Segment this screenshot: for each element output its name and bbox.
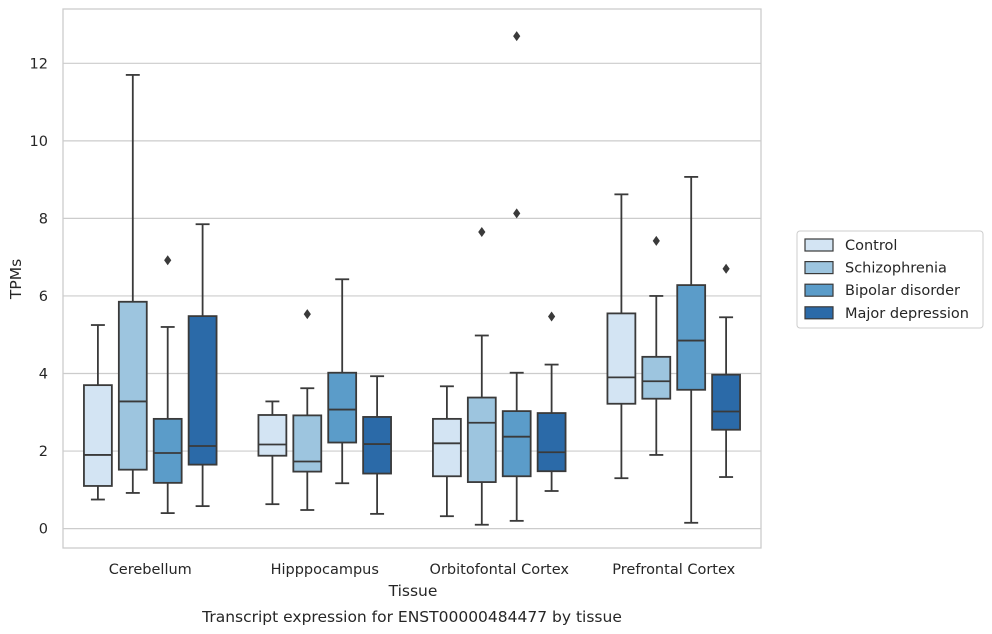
box-3-4: [676, 176, 707, 524]
legend-label: Control: [845, 238, 897, 254]
outlier-point: [478, 226, 486, 237]
legend-swatch: [804, 238, 834, 252]
box-body: [117, 300, 148, 471]
box-body: [676, 284, 707, 391]
chart-caption: Transcript expression for ENST0000048447…: [201, 608, 622, 626]
x-tick-label-4: Prefrontal Cortex: [612, 562, 735, 578]
y-tick-label-2: 2: [39, 444, 48, 460]
x-tick-label-1: Cerebellum: [109, 562, 192, 578]
box-2-3: [466, 226, 497, 526]
box-2-4: [641, 235, 672, 456]
outlier-point: [548, 311, 556, 322]
box-4-1: [187, 223, 218, 508]
legend-entry-2: Schizophrenia: [804, 261, 947, 277]
x-tick-label-3: Orbitofontal Cortex: [430, 562, 570, 578]
box-2-2: [292, 309, 323, 511]
box-body: [152, 417, 183, 484]
outlier-point: [513, 31, 521, 42]
outlier-point: [303, 309, 311, 320]
box-body: [187, 315, 218, 466]
box-body: [711, 373, 741, 431]
box-body: [362, 416, 392, 475]
box-body: [432, 417, 462, 478]
y-tick-label-8: 8: [39, 211, 48, 227]
y-tick-label-10: 10: [30, 134, 48, 150]
box-layer: [83, 31, 741, 526]
series-3-boxes: [152, 31, 707, 524]
box-2-1: [117, 74, 148, 494]
box-body: [327, 371, 358, 444]
y-tick-label-6: 6: [39, 289, 48, 305]
box-body: [606, 312, 637, 405]
y-axis-ticks: 0 2 4 6 8 10 12: [30, 56, 48, 537]
box-3-2: [327, 278, 358, 485]
box-3-1: [152, 255, 183, 515]
box-4-3: [536, 311, 567, 492]
legend-entry-3: Bipolar disorder: [804, 283, 960, 299]
legend-label: Schizophrenia: [845, 261, 947, 277]
legend-entry-1: Control: [804, 238, 897, 254]
y-tick-label-12: 12: [30, 56, 48, 72]
legend-label: Bipolar disorder: [845, 283, 960, 299]
box-3-3: [501, 31, 532, 522]
box-body: [641, 355, 672, 400]
series-4-boxes: [187, 223, 741, 515]
y-tick-label-4: 4: [39, 367, 48, 383]
box-1-2: [257, 400, 288, 506]
box-body: [501, 410, 532, 478]
plot-frame: [62, 8, 762, 549]
box-1-3: [432, 385, 462, 518]
box-body: [292, 414, 323, 473]
box-body: [83, 384, 113, 487]
legend-swatch: [804, 283, 834, 297]
y-axis-label: TPMs: [7, 259, 25, 300]
outlier-point: [513, 208, 521, 219]
box-1-4: [606, 193, 637, 480]
legend-entry-4: Major depression: [804, 306, 969, 322]
outlier-point: [722, 263, 730, 274]
box-body: [257, 414, 288, 457]
outlier-point: [164, 255, 172, 266]
legend-label: Major depression: [845, 306, 969, 322]
x-axis-ticks: Cerebellum Hipppocampus Orbitofontal Corte…: [109, 562, 736, 578]
series-1-boxes: [83, 193, 637, 518]
legend-swatch: [804, 306, 834, 320]
box-body: [466, 396, 497, 483]
legend: Control Schizophrenia Bipolar disorder Majo…: [796, 230, 984, 329]
outlier-point: [652, 235, 660, 246]
legend-frame: [796, 230, 984, 329]
series-2-boxes: [117, 74, 672, 526]
x-axis-label: Tissue: [388, 582, 438, 600]
box-4-2: [362, 375, 392, 515]
legend-swatch: [804, 261, 834, 275]
box-1-1: [83, 324, 113, 501]
box-body: [536, 412, 567, 473]
box-4-4: [711, 263, 741, 478]
y-tick-label-0: 0: [39, 522, 48, 538]
x-tick-label-2: Hipppocampus: [271, 562, 379, 578]
